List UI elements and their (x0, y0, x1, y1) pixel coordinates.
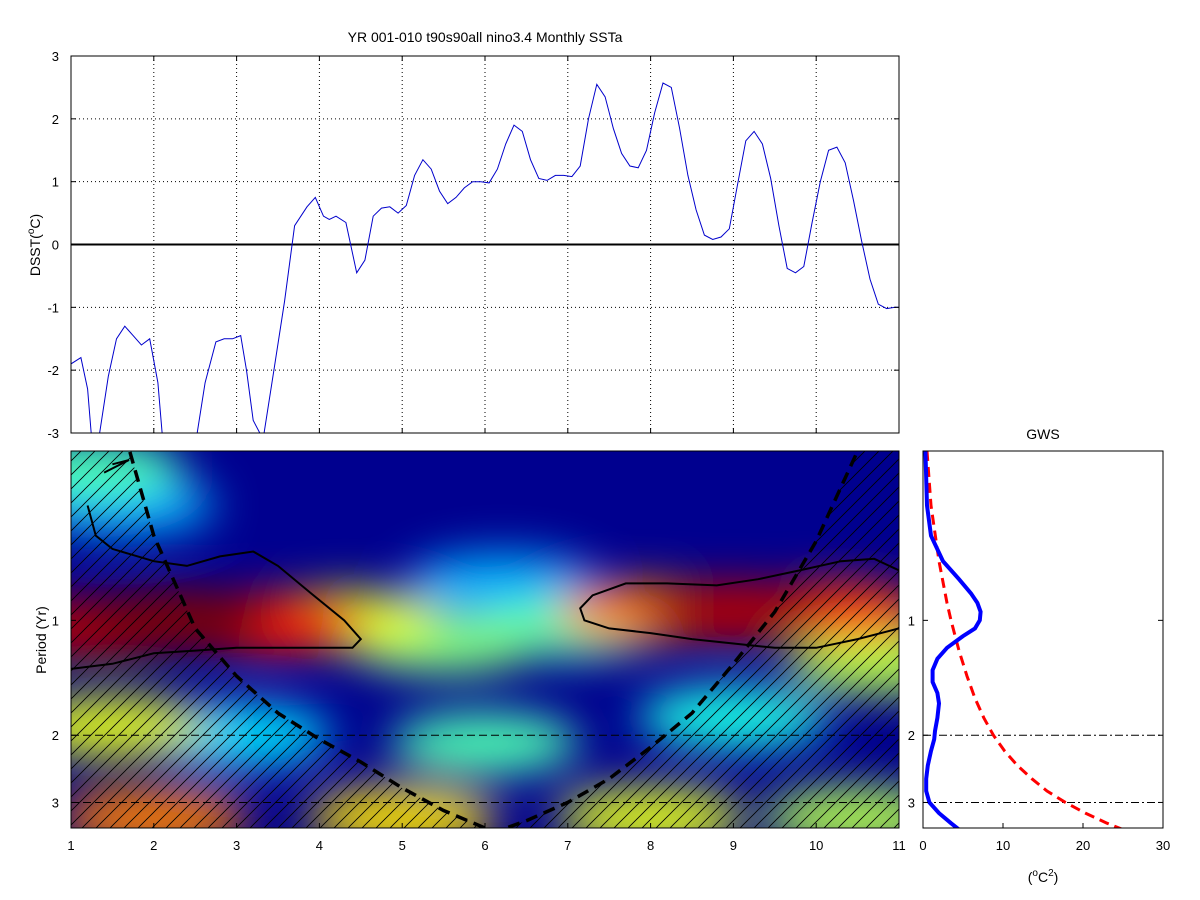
top-ylabel-unit-tail: C) (27, 214, 43, 229)
wavelet-xtick-label-3: 3 (233, 838, 240, 853)
gws-xlabel-close: ) (1054, 869, 1059, 885)
wavelet-xtick-label-6: 6 (481, 838, 488, 853)
wavelet-xtick-label-11: 11 (892, 838, 906, 853)
gws-plot-area (923, 451, 1163, 828)
gws-ytick-label-1: 1 (908, 613, 915, 628)
gws-xtick-label-30: 30 (1156, 838, 1170, 853)
wavelet-ytick-label-1: 1 (52, 613, 59, 628)
sst-anomaly-line (71, 82, 899, 433)
wavelet-xtick-label-9: 9 (730, 838, 737, 853)
gws-xlabel-sup2: 2 (1048, 868, 1054, 879)
gws-xlabel-open: ( (1028, 869, 1033, 885)
top-ytick-label-2: 2 (52, 112, 59, 127)
top-ylabel-unit-sup: o (26, 228, 37, 234)
gws-tick-marks: 0 10 20 30 1 2 3 (908, 613, 1170, 853)
wavelet-ylabel: Period (Yr) (33, 606, 49, 674)
gws-xlabel-mid: C (1038, 869, 1048, 885)
top-ylabel: DSST(oC) (26, 214, 43, 276)
gws-xlabel-sup1: o (1032, 868, 1038, 879)
gws-ytick-label-2: 2 (908, 728, 915, 743)
power-region-0 (406, 553, 597, 614)
wavelet-field (71, 451, 899, 828)
top-ylabel-name: DSST (27, 238, 43, 276)
gws-ytick-label-3: 3 (908, 795, 915, 810)
wavelet-xtick-label-4: 4 (316, 838, 323, 853)
top-title: YR 001-010 t90s90all nino3.4 Monthly SST… (348, 29, 623, 45)
wavelet-xtick-label-5: 5 (399, 838, 406, 853)
top-ytick-label-0: 0 (52, 238, 59, 253)
significance-contour-1 (103, 459, 130, 474)
wavelet-xtick-label-8: 8 (647, 838, 654, 853)
gws-significance-line (925, 451, 1124, 828)
cone-of-influence-line (127, 451, 860, 828)
power-region-5 (390, 713, 580, 774)
gws-power-line (923, 451, 983, 828)
wavelet-xtick-label-1: 1 (67, 838, 74, 853)
top-ytick-label--1: -1 (47, 300, 59, 315)
top-ytick-label-3: 3 (52, 49, 59, 64)
gws-title: GWS (1026, 426, 1059, 442)
top-ytick-label--2: -2 (47, 363, 59, 378)
top-ytick-label-1: 1 (52, 175, 59, 190)
top-panel: -3 -2 -1 0 1 2 3 YR 001-010 t90s90all nino3.4 … (26, 29, 900, 441)
top-ylabel-unit-open: ( (27, 234, 43, 239)
wavelet-xtick-label-2: 2 (150, 838, 157, 853)
gws-xtick-label-0: 0 (919, 838, 926, 853)
significance-contour-2 (579, 557, 899, 649)
gws-reference-lines (923, 734, 1163, 803)
cone-of-influence-hatch (71, 451, 899, 828)
significance-contour-0 (71, 505, 363, 670)
gws-xtick-label-20: 20 (1076, 838, 1090, 853)
top-tick-marks: -3 -2 -1 0 1 2 3 (47, 49, 900, 441)
significance-contours (71, 459, 899, 670)
gws-axes-frame (922, 450, 1164, 829)
top-ytick-label--3: -3 (47, 426, 59, 441)
wavelet-reference-lines (71, 734, 899, 803)
wavelet-ytick-label-3: 3 (52, 795, 59, 810)
wavelet-xtick-label-10: 10 (809, 838, 823, 853)
wavelet-xtick-label-7: 7 (564, 838, 571, 853)
wavelet-ytick-label-2: 2 (52, 728, 59, 743)
gws-xtick-label-10: 10 (996, 838, 1010, 853)
gws-xlabel: (oC2) (1028, 868, 1059, 885)
